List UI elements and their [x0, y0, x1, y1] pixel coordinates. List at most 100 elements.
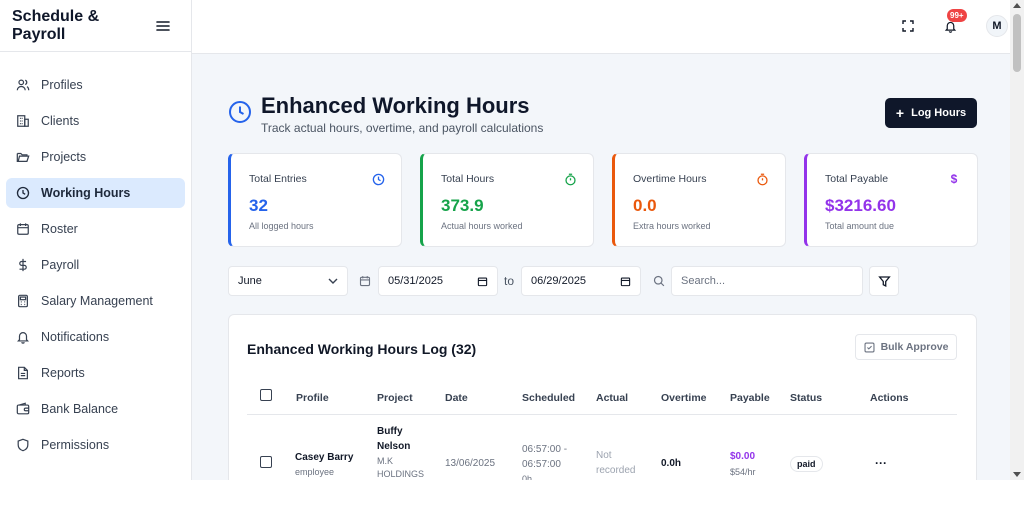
app-title: Schedule & Payroll — [12, 7, 100, 43]
sidebar-item-projects[interactable]: Projects — [6, 142, 185, 172]
sidebar-item-label: Profiles — [41, 78, 83, 92]
stat-card-total-entries: Total Entries 32 All logged hours — [228, 153, 402, 247]
folder-icon — [16, 150, 30, 164]
sidebar-item-label: Projects — [41, 150, 87, 164]
project-name-line-1: Buffy — [377, 426, 403, 437]
column-header-project[interactable]: Project — [377, 392, 413, 404]
page-subtitle: Track actual hours, overtime, and payrol… — [261, 121, 544, 135]
sidebar-item-profiles[interactable]: Profiles — [6, 70, 185, 100]
fullscreen-button[interactable] — [899, 17, 917, 35]
from-date-value: 05/31/2025 — [388, 275, 444, 287]
menu-toggle-button[interactable] — [155, 18, 171, 34]
dollar-icon: $ — [950, 172, 958, 186]
scheduled-line-2: 06:57:00 — [522, 459, 561, 470]
page-title: Enhanced Working Hours — [261, 93, 530, 118]
log-hours-button[interactable]: + Log Hours — [885, 98, 977, 128]
month-select[interactable]: June — [228, 266, 348, 296]
sidebar-item-label: Permissions — [41, 438, 110, 452]
overtime-value: 0.0h — [661, 458, 682, 469]
users-icon — [16, 78, 30, 92]
scrollbar-thumb[interactable] — [1013, 14, 1021, 72]
fullscreen-icon — [902, 20, 914, 32]
sidebar-item-clients[interactable]: Clients — [6, 106, 185, 136]
row-actions-button[interactable]: ··· — [875, 456, 887, 470]
sidebar-item-payroll[interactable]: Payroll — [6, 250, 185, 280]
sidebar-item-salary-management[interactable]: Salary Management — [6, 286, 185, 316]
calendar-icon — [16, 222, 30, 236]
sidebar-item-working-hours[interactable]: Working Hours — [6, 178, 185, 208]
select-all-checkbox[interactable] — [260, 389, 272, 401]
plus-icon: + — [895, 105, 905, 121]
notification-badge: 99+ — [947, 9, 967, 22]
to-date-input[interactable]: 06/29/2025 — [521, 266, 641, 296]
sidebar-item-reports[interactable]: Reports — [6, 358, 185, 388]
payable-amount: $0.00 — [730, 451, 756, 462]
building-icon — [16, 114, 30, 128]
sidebar-item-clipped — [40, 62, 60, 68]
notifications-button[interactable]: 99+ — [941, 9, 967, 35]
avatar[interactable]: M — [986, 15, 1008, 37]
chevron-down-icon — [328, 278, 338, 284]
bell-icon — [16, 330, 30, 344]
filter-button[interactable] — [869, 266, 899, 296]
row-checkbox[interactable] — [260, 456, 272, 468]
calendar-picker-icon[interactable] — [477, 276, 488, 287]
column-header-date[interactable]: Date — [445, 392, 468, 404]
shield-icon — [16, 438, 30, 452]
sidebar-item-label: Roster — [41, 222, 78, 236]
search-input[interactable]: Search... — [671, 266, 863, 296]
log-hours-label: Log Hours — [911, 107, 967, 119]
column-header-scheduled[interactable]: Scheduled — [522, 392, 576, 404]
sidebar-item-label: Bank Balance — [41, 402, 119, 416]
page-scrollbar[interactable] — [1010, 0, 1024, 480]
stat-label: Total Entries — [249, 173, 307, 185]
from-date-input[interactable]: 05/31/2025 — [378, 266, 498, 296]
stat-value: $3216.60 — [825, 196, 896, 215]
column-header-payable[interactable]: Payable — [730, 392, 770, 404]
sidebar-item-label: Salary Management — [41, 294, 153, 308]
wallet-icon — [16, 402, 30, 416]
column-header-actual[interactable]: Actual — [596, 392, 629, 404]
bulk-approve-label: Bulk Approve — [880, 341, 949, 353]
stat-label: Overtime Hours — [633, 173, 707, 185]
stats-cards: Total Entries 32 All logged hours Total … — [228, 153, 978, 247]
stat-label: Total Payable — [825, 173, 889, 185]
sidebar-item-label: Notifications — [41, 330, 110, 344]
stat-label: Total Hours — [441, 173, 495, 185]
app-root: Schedule & Payroll Profiles Clients Proj… — [0, 0, 1024, 480]
scroll-down-arrow-icon[interactable] — [1013, 472, 1021, 477]
column-header-status[interactable]: Status — [790, 392, 823, 404]
stat-sub: Total amount due — [825, 221, 895, 231]
clock-icon — [229, 101, 251, 123]
dollar-icon — [16, 258, 30, 272]
search-icon — [653, 266, 665, 296]
file-icon — [16, 366, 30, 380]
stat-card-total-hours: Total Hours 373.9 Actual hours worked — [420, 153, 594, 247]
sidebar: Schedule & Payroll Profiles Clients Proj… — [0, 0, 192, 480]
calculator-icon — [16, 294, 30, 308]
timer-icon — [563, 172, 577, 186]
sidebar-item-permissions[interactable]: Permissions — [6, 430, 185, 460]
main-content: 99+ M Enhanced Working Hours Track actua… — [192, 0, 1024, 480]
sidebar-item-bank-balance[interactable]: Bank Balance — [6, 394, 185, 424]
stat-card-total-payable: Total Payable $3216.60 Total amount due … — [804, 153, 978, 247]
stat-card-overtime-hours: Overtime Hours 0.0 Extra hours worked — [612, 153, 786, 247]
sidebar-item-roster[interactable]: Roster — [6, 214, 185, 244]
column-header-profile[interactable]: Profile — [296, 392, 329, 404]
hourly-rate: $54/hr — [730, 467, 756, 477]
working-hours-table-card: Enhanced Working Hours Log (32) Bulk App… — [228, 314, 977, 480]
sidebar-item-notifications[interactable]: Notifications — [6, 322, 185, 352]
hamburger-icon — [156, 20, 170, 31]
stat-sub: Extra hours worked — [633, 221, 711, 231]
actual-line-1: Not — [596, 450, 612, 461]
column-header-overtime[interactable]: Overtime — [661, 392, 707, 404]
check-square-icon — [864, 341, 875, 353]
bulk-approve-button[interactable]: Bulk Approve — [855, 334, 957, 360]
project-name-line-2: Nelson — [377, 441, 411, 452]
clock-icon — [16, 186, 30, 200]
table-header-divider — [247, 414, 957, 415]
scheduled-line-3: 0h — [522, 474, 533, 480]
sidebar-nav: Profiles Clients Projects Working Hours … — [6, 70, 185, 466]
scroll-up-arrow-icon[interactable] — [1013, 3, 1021, 8]
calendar-picker-icon[interactable] — [620, 276, 631, 287]
